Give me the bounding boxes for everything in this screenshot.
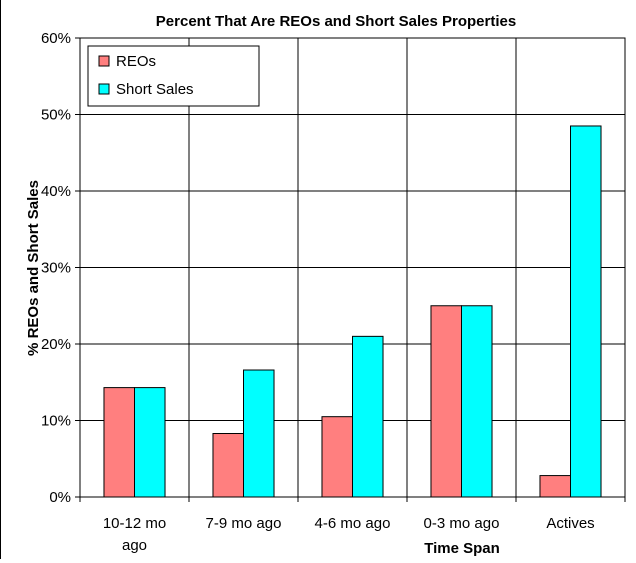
y-tick-label: 50% [41,107,71,124]
bar-short-sales [243,369,275,498]
x-tick-label: 4-6 mo ago [315,515,391,532]
y-tick-label: 20% [41,336,71,353]
x-tick-label: Actives [546,515,594,532]
x-tick-label: ago [122,537,147,554]
y-tick-label: 30% [41,260,71,277]
y-tick-labels: 0% 10% 20% 30% 40% 50% 60% [41,30,71,506]
legend-label-reos: REOs [116,53,156,70]
x-tick-labels: 10-12 mo ago 7-9 mo ago 4-6 mo ago 0-3 mo ag… [103,515,595,554]
y-tick-label: 60% [41,30,71,47]
y-tick-label: 40% [41,183,71,200]
y-tick-label: 0% [49,489,71,506]
bar-reos [430,305,463,498]
y-axis-title: % REOs and Short Sales [25,180,42,356]
legend-label-short-sales: Short Sales [116,81,194,98]
legend-swatch-reos [98,55,110,67]
bar-short-sales [134,387,166,498]
bar-short-sales [352,335,384,498]
bar-short-sales [570,125,602,498]
axes [75,37,626,502]
x-axis-title: Time Span [424,540,500,557]
bar-short-sales [461,305,493,498]
x-tick-label: 10-12 mo [103,515,166,532]
bars [103,125,602,498]
x-tick-label: 7-9 mo ago [206,515,282,532]
legend-swatch-short-sales [98,83,110,95]
x-tick-label: 0-3 mo ago [424,515,500,532]
bar-reos [321,416,354,498]
legend: REOs Short Sales [87,45,260,107]
y-tick-label: 10% [41,413,71,430]
bar-reos [212,433,244,498]
bar-reos [103,387,136,498]
legend-box [87,45,260,107]
bar-reos [539,475,571,498]
chart-title: Percent That Are REOs and Short Sales Pr… [156,13,516,30]
